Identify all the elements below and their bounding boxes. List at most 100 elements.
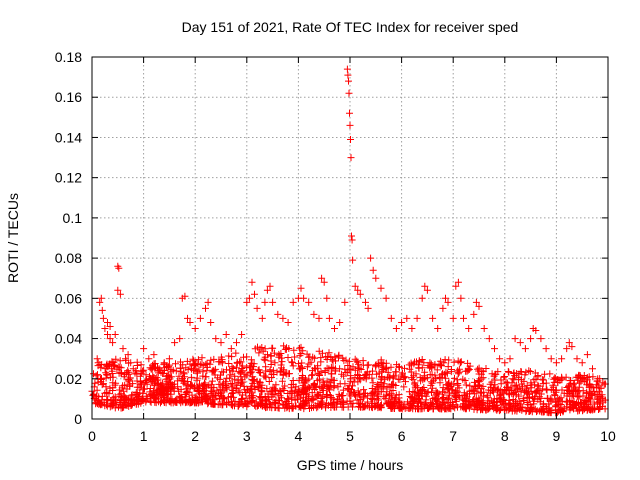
data-point: [395, 363, 403, 371]
data-point: [91, 379, 99, 387]
data-point: [455, 384, 463, 392]
data-point-peak: [248, 278, 256, 286]
data-point: [294, 395, 301, 403]
data-point: [451, 374, 458, 382]
data-point: [236, 369, 244, 377]
y-tick-label: 0.14: [55, 129, 82, 145]
data-point: [590, 387, 598, 395]
data-point-peak: [104, 331, 111, 338]
data-point: [411, 380, 419, 388]
data-point: [474, 365, 482, 373]
data-point: [117, 394, 125, 402]
data-point: [396, 376, 404, 383]
data-point: [250, 360, 258, 368]
data-point: [359, 394, 367, 402]
data-point: [356, 375, 363, 382]
data-point: [137, 369, 145, 377]
data-point: [354, 378, 362, 386]
data-point: [128, 401, 136, 409]
data-point: [572, 373, 580, 381]
data-point-peak: [387, 314, 395, 322]
data-point: [126, 374, 134, 382]
data-point: [508, 379, 516, 387]
data-point: [172, 360, 179, 368]
data-point-peak: [341, 298, 349, 306]
y-tick-label: 0.12: [55, 170, 82, 186]
data-point: [243, 386, 251, 394]
x-tick-label: 6: [398, 428, 406, 444]
data-point-peak: [552, 359, 560, 367]
data-point: [429, 394, 437, 402]
data-point-peak: [245, 294, 253, 302]
data-point-peak: [93, 355, 101, 363]
data-point: [560, 389, 568, 397]
data-point: [142, 377, 150, 385]
data-point: [514, 402, 522, 410]
data-point: [385, 374, 393, 382]
data-point: [492, 370, 500, 378]
data-point-peak: [516, 339, 524, 347]
data-point: [226, 366, 234, 374]
data-point-peak: [227, 345, 235, 353]
data-point-peak: [101, 325, 109, 332]
data-point: [346, 390, 354, 398]
data-point: [249, 373, 257, 381]
data-point: [409, 393, 417, 401]
data-point: [461, 391, 469, 399]
data-point: [412, 382, 420, 390]
data-point-peak: [408, 325, 416, 332]
data-point: [351, 366, 359, 374]
data-point: [385, 392, 393, 400]
data-point-peak: [212, 335, 220, 343]
data-point-peak: [310, 310, 318, 318]
data-point: [523, 382, 531, 390]
data-point: [527, 404, 535, 411]
data-point: [321, 369, 329, 376]
data-point: [490, 388, 498, 396]
data-point: [333, 399, 341, 407]
data-point: [454, 392, 462, 399]
data-point-peak: [207, 319, 215, 326]
data-point: [438, 362, 445, 370]
data-point-peak: [377, 284, 385, 292]
data-point: [122, 395, 130, 403]
data-point: [364, 402, 372, 410]
data-point-peak: [594, 375, 602, 383]
data-point: [183, 387, 191, 395]
data-point: [240, 353, 247, 361]
data-point: [558, 374, 566, 382]
data-point: [422, 392, 430, 400]
data-point: [215, 380, 223, 388]
data-point: [534, 387, 542, 394]
data-point-peak: [398, 319, 406, 326]
data-point: [326, 386, 333, 394]
data-point: [511, 382, 519, 390]
data-point: [465, 404, 473, 412]
data-point: [262, 367, 270, 375]
data-point: [595, 406, 602, 413]
data-point: [314, 403, 322, 411]
data-point: [271, 404, 279, 412]
x-axis-label: GPS time / hours: [297, 457, 404, 473]
data-point: [269, 399, 277, 407]
data-point: [470, 390, 478, 398]
data-point: [208, 377, 216, 385]
data-point-peak: [449, 314, 457, 322]
data-point: [247, 368, 254, 376]
data-point: [256, 393, 264, 401]
data-point: [546, 397, 554, 405]
data-point: [354, 387, 362, 395]
data-point: [279, 385, 287, 393]
data-point: [289, 381, 297, 389]
data-point: [465, 366, 473, 373]
data-point: [203, 359, 211, 367]
data-point-peak: [573, 355, 581, 363]
data-point: [479, 406, 487, 414]
data-point-peak: [348, 236, 356, 244]
data-point: [344, 385, 352, 392]
data-point: [318, 401, 326, 408]
data-point-peak: [583, 351, 591, 359]
data-point: [347, 377, 355, 385]
data-point-peak: [98, 306, 106, 314]
data-point: [519, 383, 526, 391]
